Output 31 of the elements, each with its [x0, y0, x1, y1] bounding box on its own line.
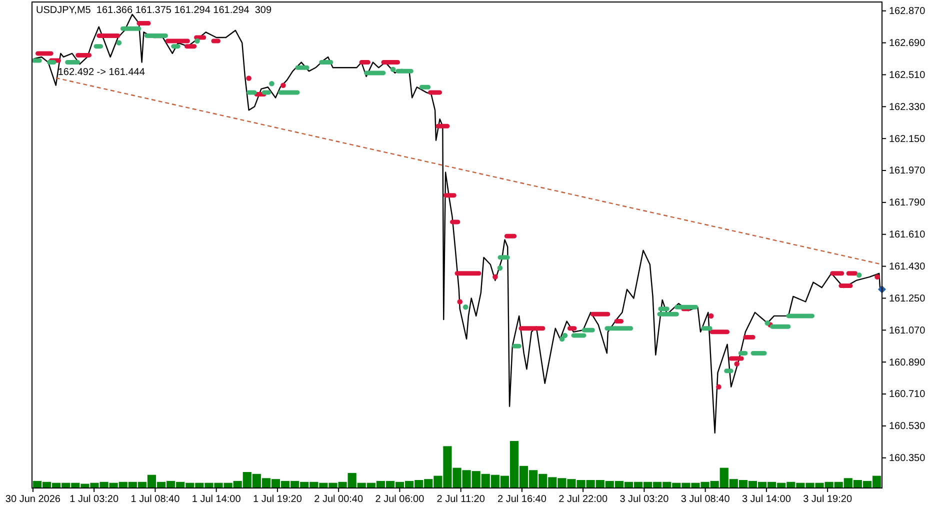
- y-tick-label: 162.150: [889, 134, 926, 145]
- x-tick-label: 2 Jul 11:20: [436, 494, 486, 506]
- y-tick-label: 161.790: [889, 198, 926, 209]
- x-tick-label: 3 Jul 19:20: [803, 494, 852, 506]
- x-tick-label: 2 Jul 06:00: [375, 494, 425, 506]
- x-tick-label: 2 Jul 22:00: [558, 494, 608, 506]
- y-tick-label: 160.710: [889, 389, 926, 400]
- y-tick-label: 161.250: [889, 293, 926, 304]
- y-tick-label: 161.070: [889, 325, 926, 336]
- x-tick-label: 30 Jun 2026: [5, 494, 61, 506]
- x-tick-label: 3 Jul 08:40: [680, 494, 730, 506]
- y-tick-label: 161.430: [889, 261, 926, 272]
- y-tick-label: 160.350: [889, 453, 926, 464]
- x-tick-label: 1 Jul 14:00: [192, 494, 242, 506]
- y-tick-label: 162.690: [889, 38, 926, 49]
- x-tick-label: 1 Jul 19:20: [252, 494, 302, 506]
- x-tick-label: 3 Jul 03:20: [620, 494, 670, 506]
- x-tick-label: 1 Jul 03:20: [70, 494, 119, 506]
- chart-title: USDJPY,M5 161.366 161.375 161.294 161.294 309: [36, 5, 272, 16]
- y-tick-label: 161.610: [889, 230, 926, 241]
- x-tick-label: 2 Jul 00:40: [314, 494, 364, 506]
- y-tick-label: 162.330: [889, 102, 926, 113]
- x-tick-label: 1 Jul 08:40: [130, 494, 180, 506]
- y-tick-label: 161.970: [889, 166, 926, 177]
- x-tick-label: 3 Jul 14:00: [742, 494, 792, 506]
- y-tick-label: 162.870: [889, 6, 926, 18]
- y-tick-label: 160.890: [889, 357, 926, 368]
- y-tick-label: 160.530: [889, 421, 926, 432]
- y-tick-label: 162.510: [889, 70, 926, 81]
- annotation: 162.492 -> 161.444: [58, 66, 146, 78]
- x-tick-label: 2 Jul 16:40: [497, 494, 547, 506]
